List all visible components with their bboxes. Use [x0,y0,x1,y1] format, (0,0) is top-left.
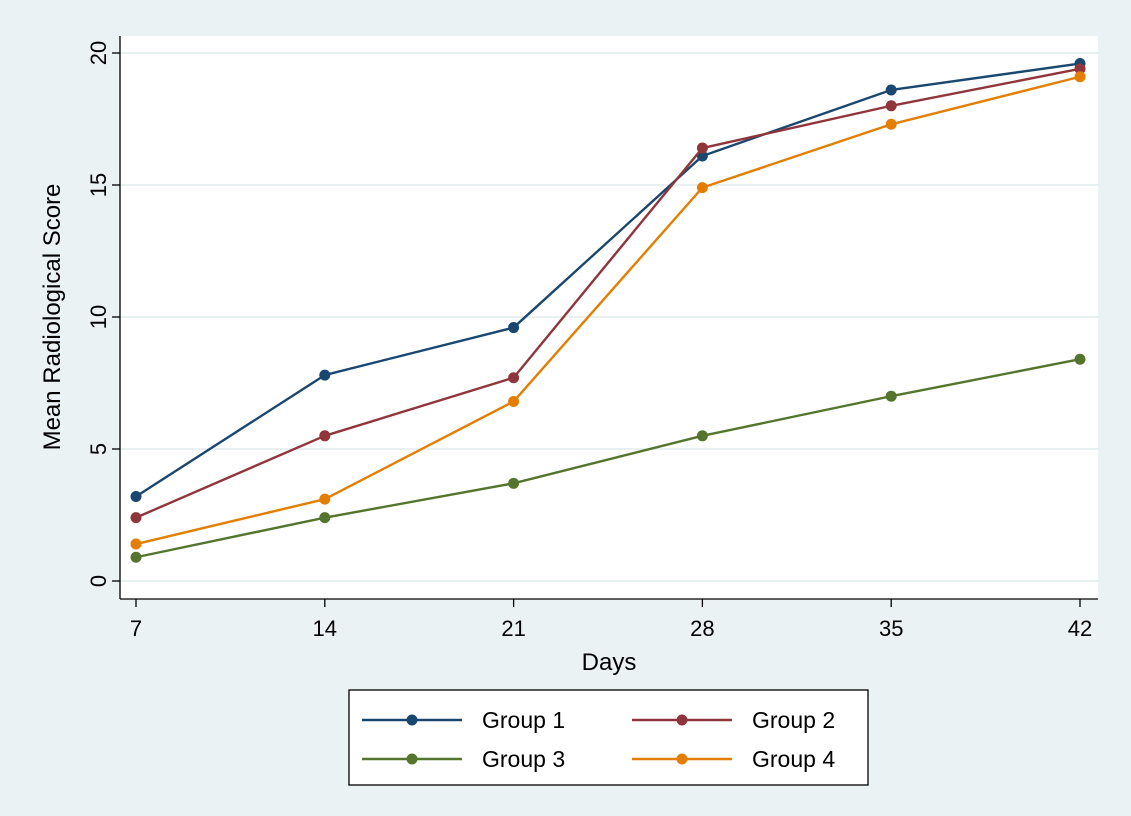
data-point [130,538,142,550]
legend-label: Group 3 [482,746,565,772]
series-group [130,58,1086,563]
legend-item: Group 4 [632,746,835,772]
data-point [319,493,331,505]
data-point [1074,353,1086,365]
y-axis-label: Mean Radiological Score [39,184,66,451]
data-point [696,142,708,154]
series-line [135,75,1081,546]
x-tick-label: 28 [690,616,714,641]
legend-marker [676,714,688,726]
series-4 [130,71,1086,550]
data-point [508,322,520,334]
data-point [1074,71,1086,83]
data-point [319,430,331,442]
series-3 [130,353,1086,563]
legend-item: Group 3 [362,746,565,772]
data-point [319,369,331,381]
data-point [696,182,708,194]
data-point [696,430,708,442]
legend-marker [676,753,688,765]
y-tick-label: 5 [86,443,111,455]
legend-marker [406,714,418,726]
data-point [508,395,520,407]
data-point [319,512,331,524]
legend-marker [406,753,418,765]
x-tick-label: 42 [1068,616,1092,641]
legend-item: Group 2 [632,707,835,733]
data-point [508,477,520,489]
y-tick-label: 15 [86,173,111,197]
x-tick-label: 14 [313,616,337,641]
data-point [130,551,142,563]
legend-label: Group 1 [482,707,565,733]
data-point [508,372,520,384]
series-line [135,358,1081,559]
series-line [135,67,1081,519]
data-point [885,118,897,130]
x-tick-label: 35 [879,616,903,641]
legend: Group 1 Group 2 Group 3 Group 4 [362,707,835,772]
series-line [135,62,1081,498]
x-tick-label: 7 [130,616,142,641]
data-point [885,100,897,112]
data-point [1074,63,1086,75]
y-tick-label: 10 [86,305,111,329]
data-point [130,491,142,503]
data-point [885,84,897,96]
legend-item: Group 1 [362,707,565,733]
legend-box [348,689,869,786]
legend-label: Group 2 [752,707,835,733]
data-point [130,512,142,524]
x-axis-ticks: 7 14 21 28 35 42 [130,599,1092,641]
y-tick-label: 0 [86,575,111,587]
data-point [885,390,897,402]
gridlines [120,52,1098,582]
legend-label: Group 4 [752,746,835,772]
x-tick-label: 21 [501,616,525,641]
y-tick-label: 20 [86,41,111,65]
x-axis-label: Days [582,649,637,676]
series-2 [130,63,1086,524]
y-axis-ticks: 0 5 10 15 20 [86,41,120,587]
